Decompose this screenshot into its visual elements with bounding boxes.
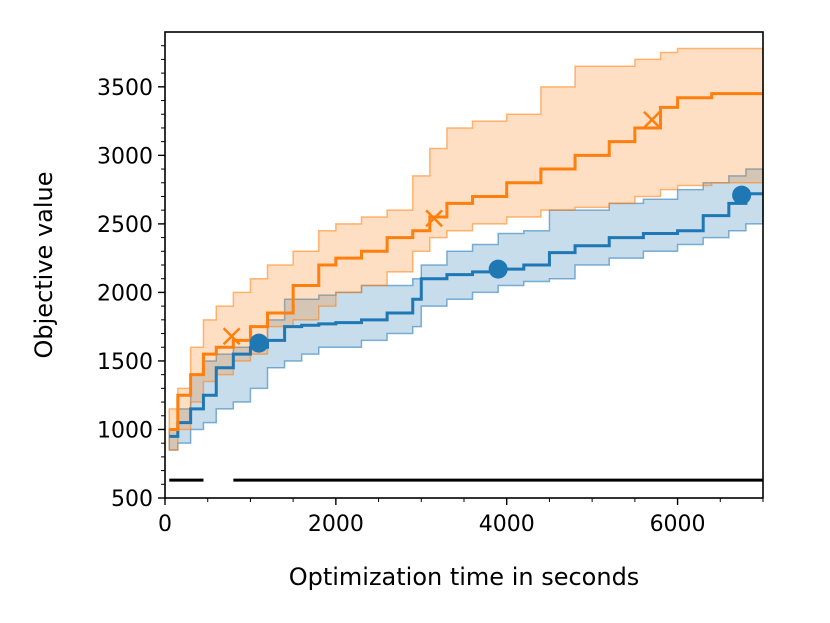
x-axis-ticks: 0 2000 4000 6000	[158, 498, 764, 537]
series-1-line	[169, 92, 763, 431]
series-markers	[222, 110, 752, 353]
series-0-line	[169, 192, 763, 438]
x-tick-label: 2000	[308, 512, 364, 537]
y-tick-label: 1000	[97, 418, 153, 443]
series-0-marker	[249, 333, 269, 353]
series-0-marker	[732, 185, 752, 205]
x-tick-label: 0	[158, 512, 172, 537]
y-tick-label: 500	[111, 487, 153, 512]
x-axis-label: Optimization time in seconds	[289, 563, 640, 591]
y-axis-label: Objective value	[30, 172, 58, 359]
y-tick-label: 1500	[97, 350, 153, 375]
y-tick-label: 3500	[97, 76, 153, 101]
series-1-band	[168, 47, 764, 451]
series-1-marker-stroke	[643, 110, 661, 129]
series-1-marker	[222, 327, 241, 346]
x-tick-label: 6000	[650, 512, 706, 537]
y-axis-ticks: 500 1000 1500 2000 2500 3000 3500	[97, 45, 165, 512]
y-tick-label: 2000	[97, 281, 153, 306]
series-0-marker	[488, 259, 508, 279]
series-0-band	[168, 168, 764, 451]
series-1-marker	[643, 110, 661, 129]
series-lines	[169, 92, 763, 438]
series-1-marker-stroke	[222, 327, 241, 346]
series-1-marker-stroke	[425, 209, 443, 228]
confidence-bands	[168, 47, 764, 451]
y-tick-label: 3000	[97, 144, 153, 169]
y-tick-label: 2500	[97, 213, 153, 238]
series-1-marker	[425, 209, 443, 228]
x-tick-label: 4000	[479, 512, 535, 537]
